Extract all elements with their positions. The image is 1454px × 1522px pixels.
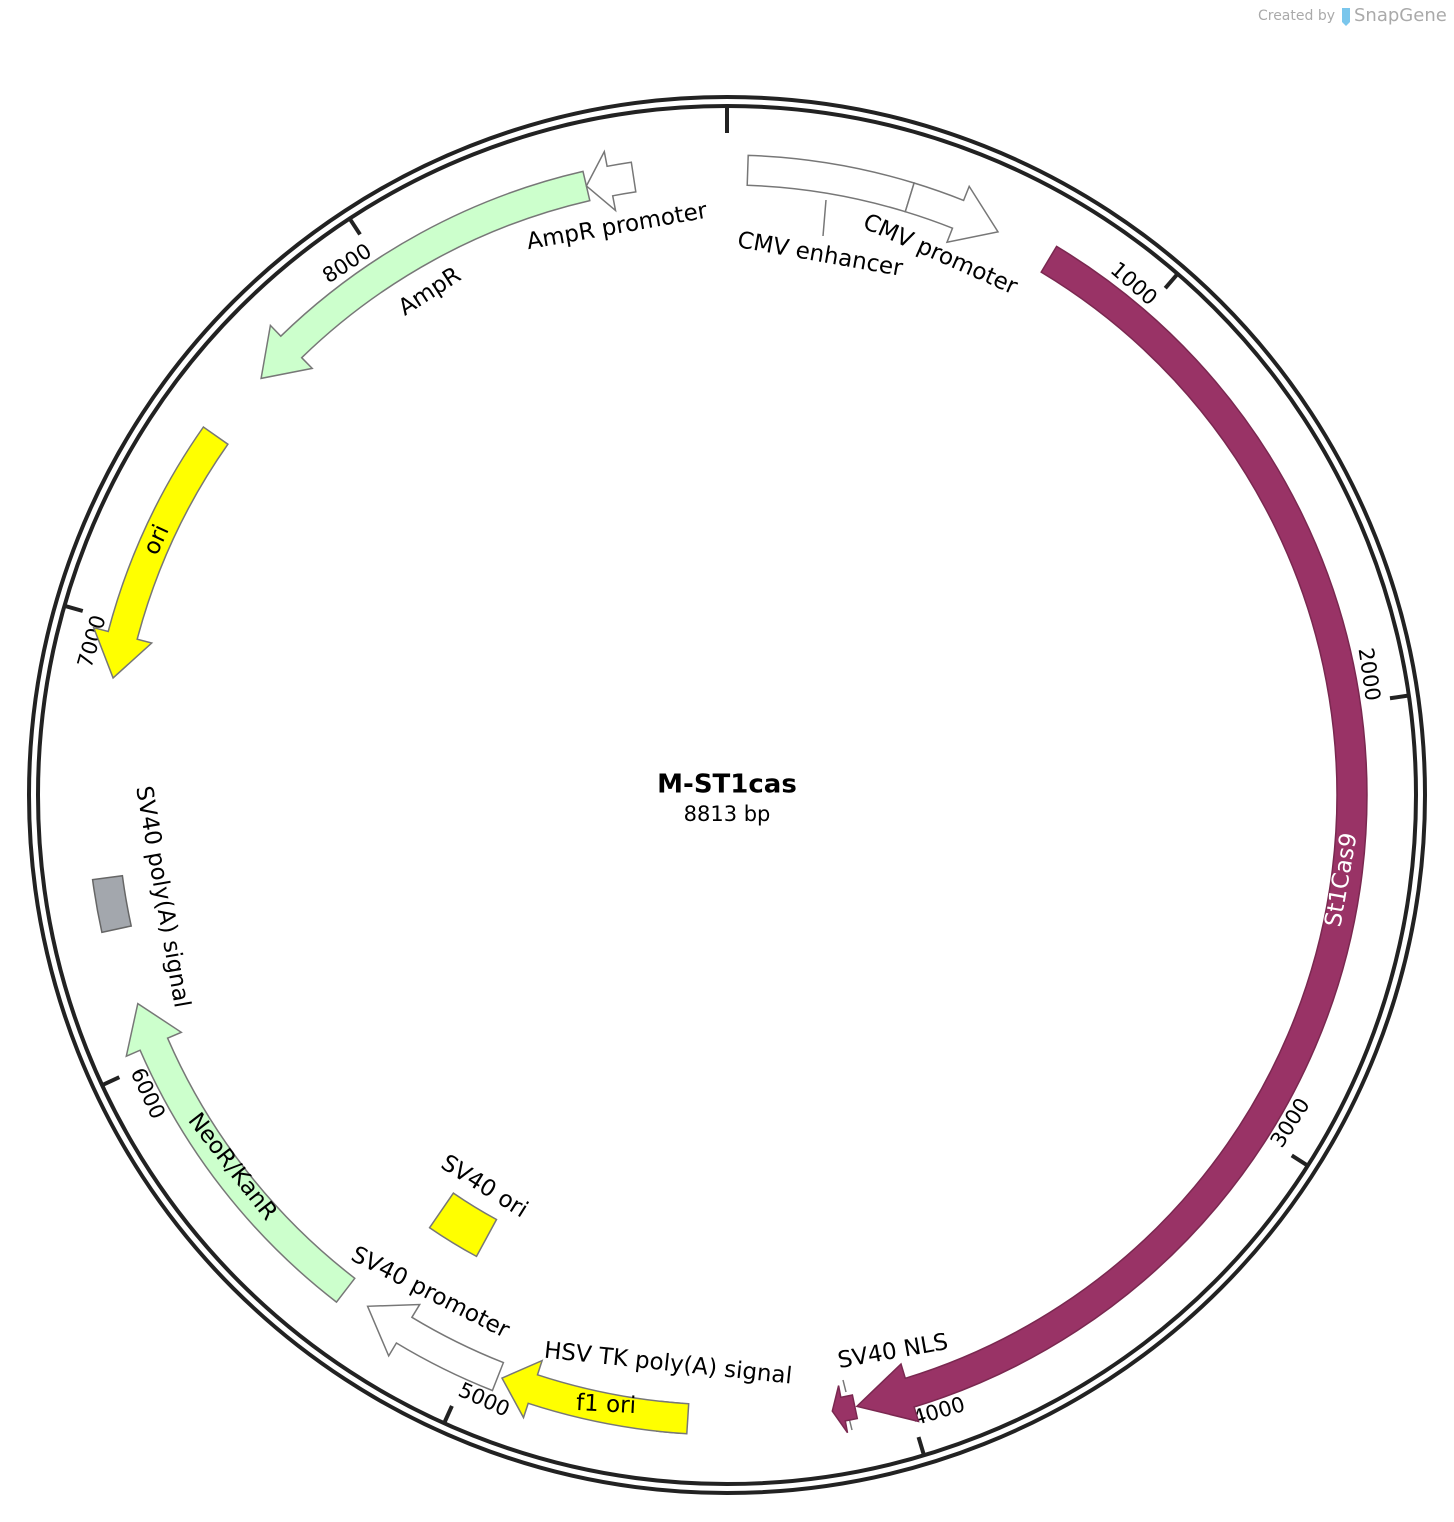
feature-arrow [125,1002,356,1304]
tick-mark [1163,272,1180,290]
tick-mark [916,1436,926,1456]
tick-mark [1389,693,1410,701]
logo [1342,8,1350,26]
plasmid-length: 8813 bp [684,802,771,826]
tick-mark [442,1405,454,1425]
feature-arrow [585,149,637,213]
feature-arrow [746,154,916,213]
tick-mark [1290,1153,1309,1168]
feature-arrow [91,874,133,934]
watermark-brand: SnapGene [1354,5,1447,26]
tick-mark [63,603,84,613]
leader-lines [822,199,853,1431]
feature-arrow [92,425,229,680]
feature-arrow [366,1303,505,1392]
watermark-prefix: Created by [1258,8,1335,24]
feature-label: f1 ori [575,1390,636,1419]
feature-label: SV40 NLS [836,1329,950,1374]
feature-arrow [500,1359,690,1435]
backbone-outer [27,95,1427,1495]
feature-label: HSV TK poly(A) signal [543,1338,793,1390]
feature-arrow [260,170,591,380]
feature-arrow [428,1192,498,1258]
feature-label: SV40 poly(A) signal [130,784,195,1010]
feature-arrow [855,245,1368,1423]
feature-arrow [904,182,1000,244]
feature-label: NeoR/KanR [183,1108,283,1225]
feature-arrow [831,1385,859,1434]
plasmid-name: M-ST1cas [657,770,797,800]
tick-mark [347,217,362,236]
tick-mark [101,1075,121,1088]
